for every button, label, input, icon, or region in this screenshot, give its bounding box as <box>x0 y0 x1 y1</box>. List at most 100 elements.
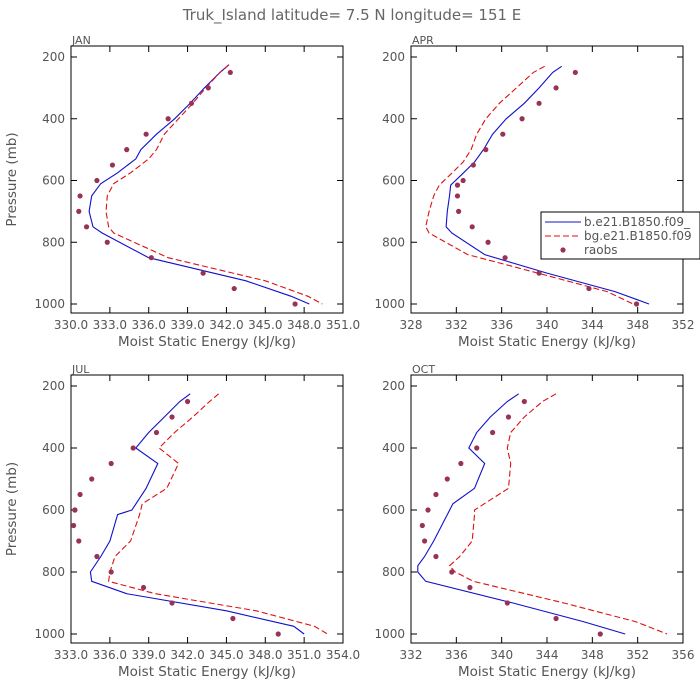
x-tick-label: 332 <box>445 318 468 332</box>
legend-marker-raobs <box>560 247 566 253</box>
x-tick-label: 348.0 <box>287 318 321 332</box>
plot-area <box>425 65 650 307</box>
raobs-point <box>597 631 603 637</box>
raobs-point <box>169 600 175 606</box>
x-tick-label: 345.0 <box>248 318 282 332</box>
bg-series-line <box>448 393 668 635</box>
x-tick-label: 342.0 <box>170 648 204 662</box>
raobs-point <box>77 193 83 199</box>
raobs-point <box>490 429 496 436</box>
raobs-point <box>456 208 462 214</box>
panel-label: APR <box>412 34 434 47</box>
figure-title: Truk_Island latitude= 7.5 N longitude= 1… <box>182 6 522 25</box>
y-tick-label: 400 <box>382 112 405 126</box>
y-tick-label: 1000 <box>34 297 65 311</box>
bg-series-line <box>107 393 328 635</box>
raobs-point <box>502 255 508 261</box>
panel-jul: 333.0 336.0 339.0 342.0 345.0 348.0 351.0 354.0… <box>4 363 360 680</box>
x-tick-label: 328 <box>400 318 423 332</box>
raobs-point <box>148 255 154 261</box>
raobs-point <box>505 414 512 420</box>
x-tick-label: 336 <box>445 648 468 662</box>
x-tick-label: 339.0 <box>132 648 166 662</box>
x-tick-label: 351.0 <box>287 648 321 662</box>
y-tick-label: 400 <box>42 112 65 126</box>
plot-area <box>417 393 668 637</box>
x-axis-label: Moist Static Energy (kJ/kg) <box>458 664 636 680</box>
raobs-point <box>454 193 461 199</box>
y-tick-label: 800 <box>382 235 405 249</box>
raobs-point <box>553 85 559 91</box>
x-tick-label: 336.0 <box>93 648 127 662</box>
x-tick-label: 336 <box>490 318 513 332</box>
raobs-point <box>519 116 525 122</box>
y-tick-label: 1000 <box>374 627 405 641</box>
raobs-point <box>470 162 476 168</box>
raobs-point <box>433 491 439 498</box>
y-tick-label: 200 <box>42 379 65 393</box>
raobs-point <box>94 553 100 560</box>
model-series-line <box>89 393 305 635</box>
x-tick-label: 348 <box>626 318 649 332</box>
raobs-point <box>71 522 77 529</box>
raobs-point <box>205 85 211 91</box>
raobs-point <box>200 270 206 276</box>
panel-oct: 332 336 340 344 348 352 356 200 400 600 800 1000 OCT… <box>374 363 694 680</box>
plot-frame <box>70 45 344 314</box>
x-tick-label: 351.0 <box>326 318 360 332</box>
y-tick-label: 800 <box>382 565 405 579</box>
raobs-point <box>109 162 116 168</box>
legend-label: raobs <box>584 243 618 257</box>
x-tick-label: 356 <box>672 648 695 662</box>
x-axis-label: Moist Static Energy (kJ/kg) <box>118 664 296 680</box>
raobs-point <box>433 553 439 560</box>
x-tick-label: 354.0 <box>326 648 360 662</box>
y-tick-label: 1000 <box>34 627 65 641</box>
plot-area <box>71 393 328 637</box>
raobs-point <box>553 615 559 622</box>
y-tick-label: 400 <box>42 441 65 455</box>
raobs-point <box>169 414 175 420</box>
bg-series-line <box>425 65 634 305</box>
raobs-point <box>425 507 431 513</box>
x-tick-label: 344 <box>581 318 604 332</box>
raobs-point <box>72 507 78 513</box>
y-tick-label: 200 <box>382 50 405 64</box>
raobs-point <box>227 69 233 76</box>
y-tick-label: 600 <box>382 174 405 188</box>
raobs-point <box>130 445 136 451</box>
y-tick-label: 800 <box>42 235 65 249</box>
x-tick-label: 344 <box>536 648 559 662</box>
raobs-point <box>483 147 489 153</box>
model-series-line <box>88 64 310 305</box>
raobs-point <box>536 100 542 106</box>
raobs-point <box>444 476 450 482</box>
y-tick-label: 1000 <box>374 297 405 311</box>
x-axis-label: Moist Static Energy (kJ/kg) <box>118 334 296 350</box>
raobs-point <box>422 538 428 544</box>
raobs-point <box>419 522 425 529</box>
raobs-point <box>83 224 90 230</box>
panel-jan: 330.0 333.0 336.0 339.0 342.0 345.0 348.0 351.0… <box>4 34 360 350</box>
raobs-point <box>165 116 171 122</box>
plot-area <box>76 64 323 307</box>
raobs-point <box>449 569 455 575</box>
raobs-point <box>140 584 147 591</box>
raobs-point <box>76 208 82 214</box>
raobs-point <box>536 270 542 276</box>
raobs-point <box>188 100 195 106</box>
raobs-point <box>467 584 473 591</box>
raobs-point <box>108 460 114 467</box>
x-tick-label: 332 <box>400 648 423 662</box>
legend-label: bg.e21.B1850.f09 <box>584 229 692 243</box>
raobs-point <box>275 631 281 637</box>
raobs-point <box>454 182 461 188</box>
panel-apr: 328 332 336 340 344 348 352 200 400 600 800 1000 APR… <box>374 34 700 350</box>
raobs-point <box>460 177 466 184</box>
panel-label: OCT <box>412 363 435 376</box>
x-tick-label: 330.0 <box>54 318 88 332</box>
raobs-point <box>504 600 510 606</box>
